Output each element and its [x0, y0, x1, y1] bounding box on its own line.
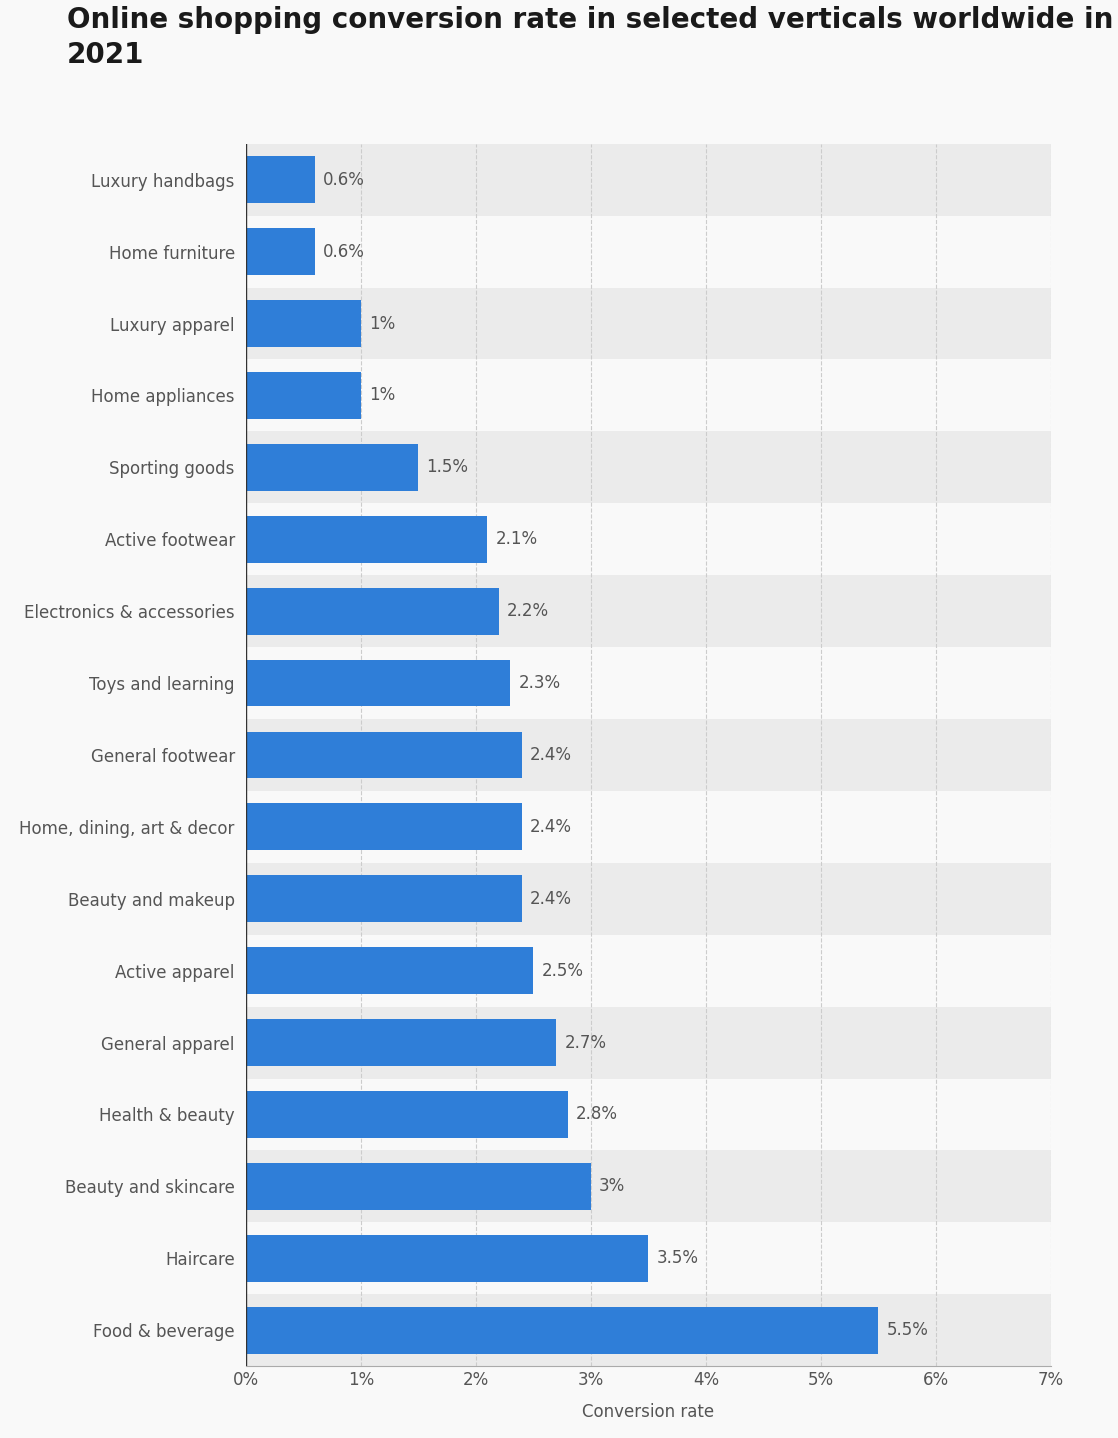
Bar — [246, 372, 361, 418]
Text: 3%: 3% — [599, 1178, 625, 1195]
Bar — [246, 804, 522, 850]
Text: 2.5%: 2.5% — [541, 962, 584, 979]
Bar — [246, 360, 1051, 431]
Text: 2.2%: 2.2% — [506, 603, 549, 620]
Text: 2.7%: 2.7% — [565, 1034, 606, 1051]
Text: 1.5%: 1.5% — [426, 459, 468, 476]
Bar — [246, 732, 522, 778]
X-axis label: Conversion rate: Conversion rate — [582, 1403, 714, 1421]
Bar — [246, 1091, 568, 1137]
Text: 2.1%: 2.1% — [495, 531, 538, 548]
Bar — [246, 1294, 1051, 1366]
Text: 0.6%: 0.6% — [323, 243, 364, 260]
Bar — [246, 216, 1051, 288]
Bar — [246, 1307, 879, 1353]
Text: 2.4%: 2.4% — [530, 746, 572, 764]
Text: 2.4%: 2.4% — [530, 890, 572, 907]
Bar — [246, 948, 533, 994]
Bar — [246, 288, 1051, 360]
Bar — [246, 157, 315, 203]
Bar — [246, 516, 487, 562]
Bar — [246, 1007, 1051, 1078]
Bar — [246, 1150, 1051, 1222]
Bar — [246, 1020, 557, 1066]
Text: 1%: 1% — [369, 315, 396, 332]
Bar — [246, 660, 511, 706]
Bar — [246, 503, 1051, 575]
Text: Online shopping conversion rate in selected verticals worldwide in
2021: Online shopping conversion rate in selec… — [67, 7, 1114, 69]
Bar — [246, 1078, 1051, 1150]
Text: 0.6%: 0.6% — [323, 171, 364, 188]
Bar — [246, 647, 1051, 719]
Bar — [246, 876, 522, 922]
Text: 3.5%: 3.5% — [656, 1250, 699, 1267]
Text: 2.8%: 2.8% — [576, 1106, 618, 1123]
Bar — [246, 144, 1051, 216]
Bar — [246, 719, 1051, 791]
Bar — [246, 588, 499, 634]
Bar — [246, 229, 315, 275]
Bar — [246, 863, 1051, 935]
Bar — [246, 575, 1051, 647]
Text: 2.4%: 2.4% — [530, 818, 572, 835]
Bar — [246, 791, 1051, 863]
Text: 1%: 1% — [369, 387, 396, 404]
Text: 5.5%: 5.5% — [887, 1322, 928, 1339]
Bar — [246, 431, 1051, 503]
Text: 2.3%: 2.3% — [519, 674, 560, 692]
Bar — [246, 1222, 1051, 1294]
Bar — [246, 444, 418, 490]
Bar — [246, 301, 361, 347]
Bar — [246, 1163, 591, 1209]
Bar — [246, 1235, 648, 1281]
Bar — [246, 935, 1051, 1007]
